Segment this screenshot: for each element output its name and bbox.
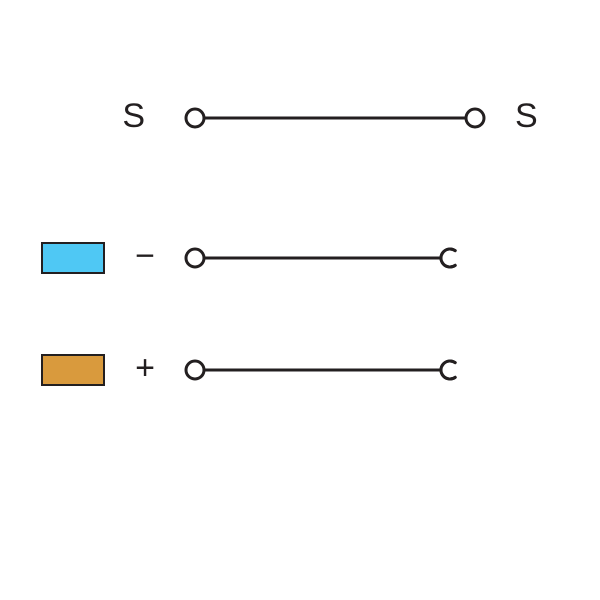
- terminal-left-plus: [186, 361, 204, 379]
- swatch-minus: [42, 243, 104, 273]
- label-left-shield: S: [122, 97, 145, 135]
- terminal-right-shield: [466, 109, 484, 127]
- row-shield: SS: [122, 97, 537, 135]
- terminal-left-shield: [186, 109, 204, 127]
- terminal-left-minus: [186, 249, 204, 267]
- swatch-plus: [42, 355, 104, 385]
- row-plus: +: [42, 349, 459, 387]
- label-right-shield: S: [515, 97, 538, 135]
- label-left-minus: −: [135, 237, 155, 275]
- label-left-plus: +: [135, 349, 155, 387]
- row-minus: −: [42, 237, 459, 275]
